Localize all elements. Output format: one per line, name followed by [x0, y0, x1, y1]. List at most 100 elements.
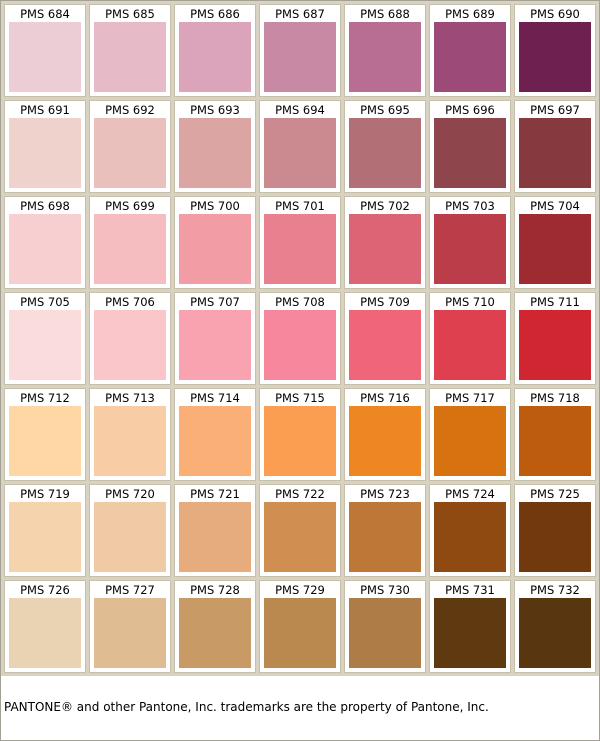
pms-label: PMS 725: [530, 487, 580, 501]
pms-label: PMS 692: [105, 103, 155, 117]
pms-label: PMS 726: [20, 583, 70, 597]
pms-label: PMS 722: [275, 487, 325, 501]
color-swatch: [434, 598, 506, 668]
pms-cell: PMS 694: [259, 100, 341, 193]
pms-label: PMS 697: [530, 103, 580, 117]
pms-cell: PMS 689: [429, 4, 511, 97]
color-swatch: [434, 22, 506, 92]
color-swatch: [349, 310, 421, 380]
pms-cell: PMS 716: [344, 388, 426, 481]
pms-label: PMS 732: [530, 583, 580, 597]
pms-label: PMS 702: [360, 199, 410, 213]
pms-cell: PMS 704: [514, 196, 596, 289]
pms-cell: PMS 686: [174, 4, 256, 97]
pms-label: PMS 715: [275, 391, 325, 405]
color-swatch: [519, 406, 591, 476]
pms-label: PMS 691: [20, 103, 70, 117]
color-swatch: [179, 502, 251, 572]
pms-label: PMS 706: [105, 295, 155, 309]
pms-cell: PMS 730: [344, 580, 426, 673]
pms-label: PMS 723: [360, 487, 410, 501]
color-swatch: [9, 598, 81, 668]
pms-label: PMS 701: [275, 199, 325, 213]
pms-cell: PMS 706: [89, 292, 171, 385]
color-swatch: [519, 598, 591, 668]
color-swatch: [349, 22, 421, 92]
pms-cell: PMS 712: [4, 388, 86, 481]
pms-cell: PMS 724: [429, 484, 511, 577]
pms-cell: PMS 695: [344, 100, 426, 193]
pms-cell: PMS 690: [514, 4, 596, 97]
color-swatch: [9, 22, 81, 92]
pms-cell: PMS 698: [4, 196, 86, 289]
color-swatch: [179, 598, 251, 668]
pms-cell: PMS 717: [429, 388, 511, 481]
pms-label: PMS 694: [275, 103, 325, 117]
pms-cell: PMS 700: [174, 196, 256, 289]
color-swatch: [264, 502, 336, 572]
color-swatch: [94, 214, 166, 284]
color-swatch: [94, 118, 166, 188]
pms-label: PMS 720: [105, 487, 155, 501]
color-swatch: [519, 22, 591, 92]
trademark-footer: PANTONE® and other Pantone, Inc. tradema…: [1, 676, 599, 729]
color-swatch: [9, 310, 81, 380]
pms-cell: PMS 696: [429, 100, 511, 193]
pms-cell: PMS 702: [344, 196, 426, 289]
color-swatch: [434, 502, 506, 572]
pms-cell: PMS 726: [4, 580, 86, 673]
pms-label: PMS 698: [20, 199, 70, 213]
swatch-grid: PMS 684 PMS 685 PMS 686 PMS 687 PMS 688 PMS 6…: [1, 1, 599, 676]
pms-cell: PMS 711: [514, 292, 596, 385]
pms-label: PMS 710: [445, 295, 495, 309]
pms-label: PMS 696: [445, 103, 495, 117]
color-swatch: [519, 214, 591, 284]
pms-cell: PMS 721: [174, 484, 256, 577]
pms-label: PMS 700: [190, 199, 240, 213]
color-swatch: [434, 406, 506, 476]
pms-cell: PMS 707: [174, 292, 256, 385]
pms-cell: PMS 703: [429, 196, 511, 289]
pms-label: PMS 707: [190, 295, 240, 309]
pms-label: PMS 729: [275, 583, 325, 597]
color-swatch: [94, 598, 166, 668]
pms-cell: PMS 701: [259, 196, 341, 289]
pms-label: PMS 684: [20, 7, 70, 21]
pms-label: PMS 704: [530, 199, 580, 213]
pms-cell: PMS 720: [89, 484, 171, 577]
color-swatch: [264, 118, 336, 188]
color-swatch: [179, 118, 251, 188]
pms-label: PMS 708: [275, 295, 325, 309]
pms-cell: PMS 732: [514, 580, 596, 673]
pms-label: PMS 703: [445, 199, 495, 213]
color-swatch: [349, 118, 421, 188]
color-swatch: [9, 214, 81, 284]
pms-cell: PMS 685: [89, 4, 171, 97]
pms-label: PMS 712: [20, 391, 70, 405]
pms-cell: PMS 723: [344, 484, 426, 577]
pms-label: PMS 711: [530, 295, 580, 309]
pms-cell: PMS 728: [174, 580, 256, 673]
pms-label: PMS 716: [360, 391, 410, 405]
pms-label: PMS 685: [105, 7, 155, 21]
pms-cell: PMS 731: [429, 580, 511, 673]
color-swatch: [434, 214, 506, 284]
color-swatch: [349, 598, 421, 668]
pms-label: PMS 728: [190, 583, 240, 597]
pms-cell: PMS 725: [514, 484, 596, 577]
pms-cell: PMS 715: [259, 388, 341, 481]
color-swatch: [434, 118, 506, 188]
pms-label: PMS 688: [360, 7, 410, 21]
pms-cell: PMS 719: [4, 484, 86, 577]
pms-label: PMS 693: [190, 103, 240, 117]
pms-cell: PMS 697: [514, 100, 596, 193]
pms-label: PMS 727: [105, 583, 155, 597]
pms-label: PMS 718: [530, 391, 580, 405]
color-swatch: [264, 214, 336, 284]
pms-label: PMS 731: [445, 583, 495, 597]
pms-cell: PMS 714: [174, 388, 256, 481]
pms-label: PMS 713: [105, 391, 155, 405]
color-swatch: [9, 406, 81, 476]
color-swatch: [94, 310, 166, 380]
